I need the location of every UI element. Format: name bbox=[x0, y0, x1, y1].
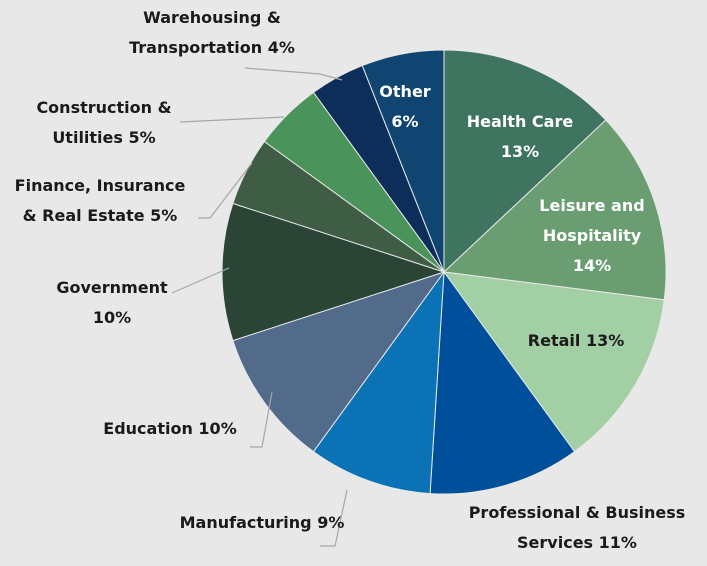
pie-slice bbox=[429, 270, 576, 495]
slice-label: Retail 13% bbox=[501, 326, 651, 356]
value-label: 5% bbox=[128, 128, 156, 147]
pie-slice bbox=[221, 202, 446, 342]
category-label: Other bbox=[379, 82, 431, 101]
pie-slice bbox=[442, 119, 667, 301]
category-label: Manufacturing bbox=[179, 513, 312, 532]
leader-lines bbox=[171, 67, 348, 547]
value-label: 13% bbox=[585, 331, 625, 350]
pie-slice bbox=[442, 271, 665, 453]
category-label: Professional & Business Services bbox=[468, 503, 686, 552]
pie-slice bbox=[232, 271, 446, 453]
value-label: 4% bbox=[267, 38, 295, 57]
category-label: Warehousing & Transportation bbox=[129, 8, 281, 57]
value-label: 11% bbox=[598, 533, 637, 552]
category-label: Finance, Insurance & Real Estate bbox=[14, 176, 186, 225]
value-label: 10% bbox=[92, 308, 132, 327]
value-label: 14% bbox=[572, 256, 612, 275]
slice-label: Education 10% bbox=[85, 414, 255, 444]
category-label: Government bbox=[56, 278, 168, 297]
slice-label: Construction & Utilities 5% bbox=[24, 93, 184, 153]
leader-line bbox=[198, 162, 253, 219]
category-label: Construction & Utilities bbox=[36, 98, 172, 147]
slice-label: Other 6% bbox=[375, 77, 435, 137]
category-label: Education bbox=[103, 419, 193, 438]
pie-slice bbox=[312, 270, 445, 495]
value-label: 5% bbox=[150, 206, 178, 225]
leader-line bbox=[171, 267, 230, 294]
leader-line bbox=[179, 116, 285, 123]
leader-line bbox=[244, 67, 343, 81]
slice-label: Finance, Insurance & Real Estate 5% bbox=[5, 171, 195, 231]
slice-label: Government 10% bbox=[47, 273, 177, 333]
slice-label: Manufacturing 9% bbox=[162, 508, 362, 538]
slice-label: Professional & Business Services 11% bbox=[462, 498, 692, 558]
category-label: Retail bbox=[527, 331, 581, 350]
pie-slice bbox=[361, 49, 445, 273]
leader-line bbox=[320, 489, 348, 547]
value-label: 10% bbox=[198, 419, 237, 438]
pie-slice bbox=[443, 49, 607, 274]
slice-label: Health Care 13% bbox=[465, 107, 575, 167]
slice-label: Warehousing & Transportation 4% bbox=[122, 3, 302, 63]
value-label: 13% bbox=[500, 142, 540, 161]
slice-label: Leisure and Hospitality 14% bbox=[535, 191, 650, 281]
pie bbox=[221, 49, 667, 495]
value-label: 6% bbox=[391, 112, 419, 131]
category-label: Health Care bbox=[466, 112, 574, 131]
category-label: Leisure and Hospitality bbox=[539, 196, 645, 245]
value-label: 9% bbox=[317, 513, 345, 532]
leader-line bbox=[250, 391, 273, 448]
